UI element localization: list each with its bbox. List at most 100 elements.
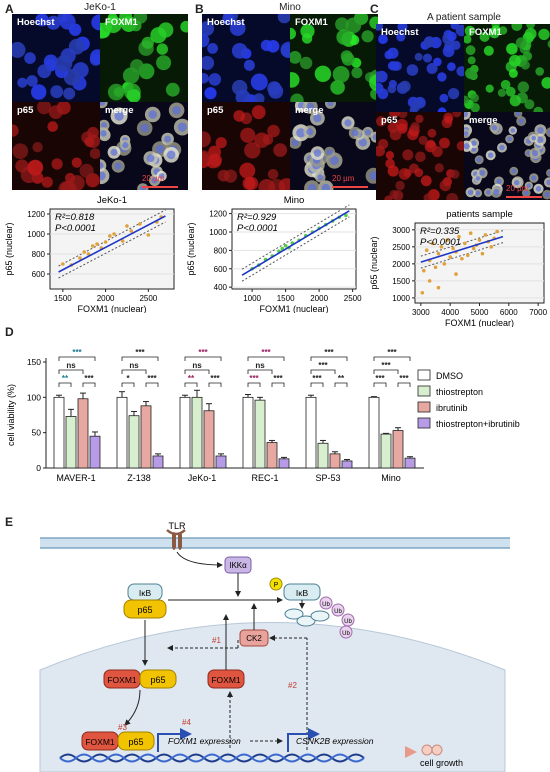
x-tick-label: 2000 (97, 294, 115, 303)
bar (242, 396, 254, 469)
ub-label: Ub (322, 602, 330, 608)
scatter-patient: patients sample 1000 1500 2000 2500 3000 3000 4… (369, 209, 548, 327)
bar (77, 398, 89, 469)
p65-label: p65 (137, 605, 152, 615)
micro-tile-label: p65 (207, 105, 224, 116)
legend-swatch (417, 369, 431, 381)
bar (392, 430, 404, 469)
micro-tile-label: p65 (17, 105, 34, 116)
scale-bar-label: 20 µm (332, 174, 355, 183)
data-point (436, 251, 441, 256)
x-tick-label: 4000 (441, 308, 459, 317)
micro-tile-label: FOXM1 (469, 27, 502, 38)
significance-bracket (82, 382, 96, 387)
significance-label: * (126, 374, 130, 383)
micro-tile-merge: merge (100, 102, 188, 190)
category-label: SP-53 (315, 473, 340, 483)
fit-line (420, 235, 504, 263)
micro-title-b: Mino (279, 2, 301, 13)
dna-strand (59, 753, 365, 763)
x-tick-label: 3000 (412, 308, 430, 317)
significance-bracket (184, 356, 222, 361)
micro-tile-label: Hoechst (381, 27, 419, 38)
ikka-label: IKKα (229, 561, 247, 570)
significance-label: *** (135, 348, 145, 357)
significance-label: *** (399, 374, 409, 383)
significance-label: *** (375, 374, 385, 383)
bar (191, 396, 203, 469)
foxm1-free-label: FOXM1 (211, 675, 241, 685)
data-point (495, 229, 499, 234)
bar (65, 416, 77, 469)
data-point (477, 238, 482, 242)
bar (53, 396, 65, 469)
cell-membrane (40, 538, 510, 548)
micro-tile-label: merge (105, 105, 134, 116)
micro-tile-p65: p65 (376, 112, 464, 200)
fit-line (241, 210, 350, 276)
significance-label: *** (273, 374, 283, 383)
bar (116, 396, 128, 469)
bar (341, 460, 353, 469)
data-point (420, 290, 425, 295)
legend-label: ibrutinib (436, 403, 468, 413)
annotation-4: #4 (182, 718, 191, 727)
y-tick-label: 600 (32, 270, 46, 279)
significance-label: *** (387, 348, 397, 357)
bar (254, 399, 266, 469)
p-value-label: P<0.0001 (420, 237, 461, 248)
significance-label: *** (84, 374, 94, 383)
data-point (433, 265, 438, 270)
data-point (280, 246, 285, 251)
significance-bracket (247, 356, 285, 361)
micro-tile-foxm1: FOXM1 (464, 24, 550, 112)
scale-bar-label: 20 µm (142, 174, 165, 183)
data-point (445, 238, 450, 242)
y-axis-label: p65 (nuclear) (369, 236, 379, 289)
panel-label-a: A (5, 2, 14, 16)
y-tick-label: 1500 (392, 277, 410, 286)
ikb-label: IκB (139, 588, 152, 598)
data-point (468, 231, 473, 236)
significance-bracket (271, 382, 285, 387)
data-point (95, 242, 99, 246)
cell-icon (431, 744, 443, 756)
bar (203, 410, 215, 469)
x-tick-label: 2500 (344, 294, 362, 303)
bar (278, 458, 290, 469)
micro-title-a: JeKo-1 (84, 2, 116, 13)
bar (368, 396, 380, 469)
significance-bracket (397, 382, 411, 387)
p65-dna-label: p65 (128, 737, 143, 747)
scatter-title: patients sample (446, 209, 513, 220)
p65-nuclear-label: p65 (150, 675, 165, 685)
significance-label: ** (188, 374, 195, 383)
data-point (120, 239, 125, 243)
scatter-mino: Mino 400 600 800 1000 1200 1000 1500 2000 2500 FOX… (186, 195, 362, 313)
bar (140, 405, 152, 469)
foxm1-expression-label: FOXM1 expression (168, 736, 241, 746)
x-axis-label: FOXM1 (nuclear) (445, 318, 514, 327)
y-tick-label: 150 (27, 357, 41, 367)
y-axis-label: cell viability (%) (6, 384, 16, 446)
category-label: MAVER-1 (56, 473, 95, 483)
bar (89, 435, 101, 469)
data-point (451, 246, 455, 251)
data-point (427, 279, 432, 283)
y-tick-label: 1200 (27, 210, 45, 219)
data-point (448, 255, 452, 259)
y-axis-label: p65 (nuclear) (186, 222, 196, 275)
ub-label: Ub (344, 619, 352, 625)
y-tick-label: 600 (214, 265, 228, 274)
bar (152, 455, 164, 469)
data-point (421, 268, 426, 273)
data-point (489, 245, 494, 249)
category-label: REC-1 (251, 473, 278, 483)
significance-label: *** (324, 348, 334, 357)
micro-tile-merge: merge (290, 102, 378, 190)
significance-bracket (184, 369, 210, 374)
micro-tile-merge: merge (464, 112, 550, 200)
data-point (480, 251, 485, 256)
y-tick-label: 1000 (392, 294, 410, 303)
p-value-label: P<0.0001 (237, 223, 278, 234)
